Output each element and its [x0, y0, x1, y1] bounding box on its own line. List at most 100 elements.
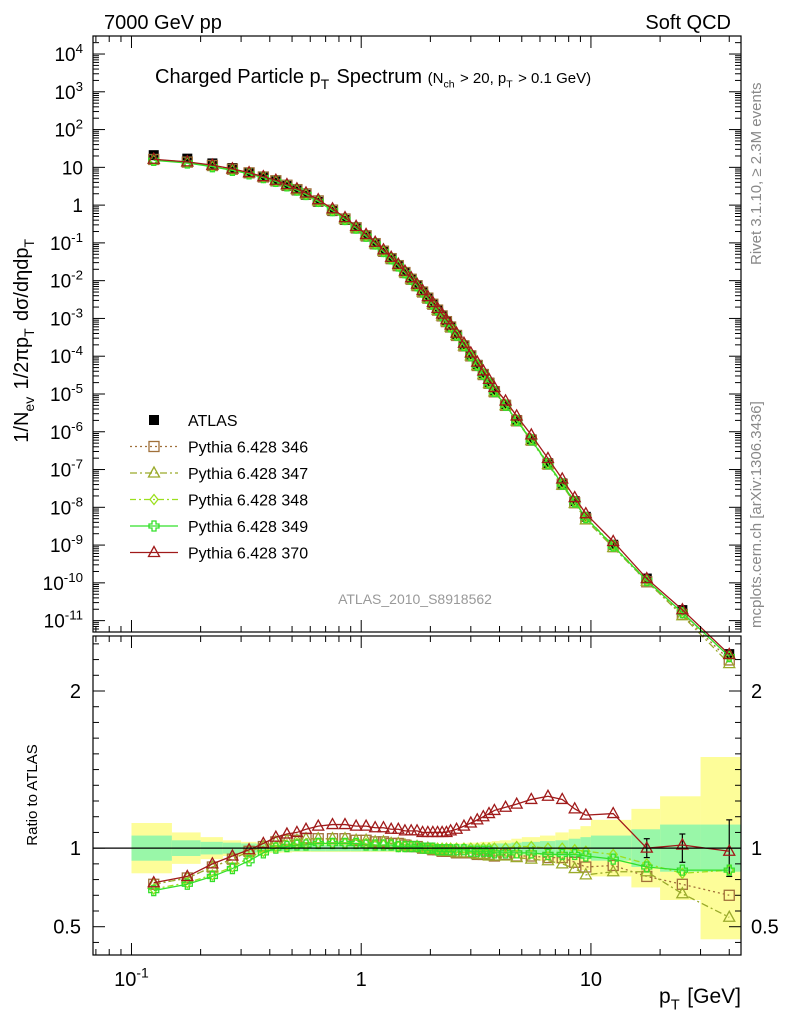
pythia-6-428-370-point	[415, 283, 430, 296]
pythia-6-428-347-ratio-point	[640, 864, 654, 877]
pythia-6-428-349-ratio-point	[723, 864, 735, 876]
pythia-6-428-370-point	[376, 242, 391, 255]
pythia-6-428-348-ratio-point	[465, 842, 476, 855]
pythia-6-428-347-ratio-point	[290, 832, 304, 845]
pythia-6-428-347-ratio-point	[510, 850, 524, 863]
ratio-tick-label: 0.5	[53, 917, 81, 939]
pythia-6-428-346-ratio-point	[723, 889, 735, 901]
pythia-6-428-370-ratio-point	[498, 799, 513, 812]
pythia-6-428-370-point	[444, 317, 458, 330]
pythia-6-428-370-point	[439, 312, 454, 325]
pythia-6-428-349-ratio-point	[360, 839, 372, 851]
legend: ATLAS Pythia 6.428 346 Pythia 6.428 347 Pyt…	[130, 413, 308, 563]
y-tick-label: 10-4	[50, 343, 83, 368]
pythia-6-428-347-ratio-point	[256, 839, 270, 852]
pythia-6-428-349-ratio-point	[377, 839, 390, 851]
legend-entry: Pythia 6.428 347	[130, 465, 308, 483]
pythia-6-428-370-point	[421, 289, 435, 302]
legend-marker	[147, 465, 161, 478]
pythia-6-428-370-ratio-point	[269, 829, 283, 842]
pythia-6-428-370-ratio-point	[541, 788, 555, 801]
pythia-6-428-347-ratio-point	[606, 864, 620, 877]
pythia-6-428-370-ratio-point	[606, 806, 620, 819]
pythia-6-428-370-ratio-point	[256, 836, 270, 849]
pythia-6-428-347-ratio-point	[359, 832, 373, 845]
ratio-tick-label: 1	[70, 838, 81, 860]
pythia-6-428-348-ratio-point	[271, 840, 281, 853]
header-right: Soft QCD	[645, 12, 731, 34]
rivet-label: Rivet 3.1.10, ≥ 2.3M events	[748, 83, 765, 266]
pythia-6-428-349-ratio-point	[243, 855, 255, 867]
pythia-6-428-348-ratio-point	[543, 842, 553, 855]
y-tick-label: 10-11	[44, 608, 83, 633]
pythia-6-428-349-ratio-point	[385, 839, 397, 851]
pythia-6-428-347-ratio-point	[541, 853, 555, 866]
pythia-6-428-349-point	[465, 350, 477, 362]
pythia-6-428-347-ratio-point	[280, 832, 294, 845]
pythia-6-428-349-ratio-point	[411, 840, 423, 853]
pythia-6-428-370-point	[349, 219, 363, 232]
ratio-y-axis-label: Ratio to ATLAS	[24, 744, 41, 845]
pythia-6-428-349-ratio-point	[511, 847, 523, 859]
pythia-6-428-349-point	[440, 315, 453, 328]
pythia-6-428-346-point	[723, 654, 735, 666]
pythia-6-428-370-point	[568, 490, 582, 503]
pythia-6-428-349-point	[676, 606, 689, 619]
pythia-6-428-349-point	[339, 213, 351, 226]
legend-entry: Pythia 6.428 349	[130, 519, 308, 536]
pythia-6-428-370-point	[205, 157, 219, 170]
header-left: 7000 GeV pp	[104, 12, 222, 34]
pythia-6-428-370-point	[675, 602, 689, 615]
ratio-tick-label-right: 0.5	[751, 917, 779, 939]
pythia-6-428-347-ratio-point	[722, 909, 736, 922]
pythia-6-428-370-point	[555, 471, 569, 484]
pythia-6-428-370-point	[180, 154, 194, 167]
pythia-6-428-347-ratio-point	[555, 856, 569, 869]
pythia-6-428-370-point	[280, 177, 294, 190]
main-series-layer	[147, 150, 736, 669]
pythia-6-428-370-point	[457, 335, 471, 348]
atlas-point	[207, 158, 218, 169]
pythia-6-428-370-ratio-point	[476, 809, 490, 822]
pythia-6-428-370-point	[404, 270, 418, 283]
pythia-6-428-370-point	[606, 534, 620, 547]
pythia-6-428-349-point	[427, 298, 439, 310]
pythia-6-428-349-ratio-point	[206, 870, 219, 883]
pythia-6-428-349-ratio-point	[226, 862, 239, 875]
pythia-6-428-349-ratio-point	[291, 839, 303, 851]
pythia-6-428-349-ratio-point	[369, 839, 381, 851]
y-tick-label: 10-1	[50, 230, 83, 255]
pythia-6-428-370-point	[325, 201, 340, 214]
legend-marker	[147, 545, 161, 558]
pythia-6-428-347-ratio-point	[299, 831, 313, 844]
pythia-6-428-349-ratio-point	[607, 853, 619, 865]
pythia-6-428-370-point	[256, 169, 270, 182]
pythia-6-428-349-ratio-point	[483, 845, 495, 857]
legend-entry: Pythia 6.428 348	[130, 493, 308, 510]
pythia-6-428-370-ratio-point	[299, 821, 313, 834]
legend-label: ATLAS	[188, 413, 238, 430]
y-axis-label: 1/Nev 1/2πpT dσ/dηdpT	[11, 239, 37, 443]
series-5	[147, 151, 736, 660]
x-axis-label: pT [GeV]	[659, 985, 741, 1013]
pythia-6-428-349-point	[450, 329, 463, 341]
pythia-6-428-370-point	[435, 306, 449, 319]
pythia-6-428-370-ratio-point	[579, 807, 593, 820]
y-tick-label: 104	[54, 41, 83, 66]
chart-title: Charged Particle pT Spectrum (Nch > 20, …	[155, 66, 591, 92]
pythia-6-428-370-point	[449, 325, 464, 338]
pythia-6-428-370-point	[524, 427, 538, 440]
pythia-6-428-370-point	[430, 301, 445, 314]
pythia-6-428-349-ratio-point	[257, 847, 269, 859]
pythia-6-428-370-ratio-point	[147, 875, 161, 888]
x-tick-label: 1	[356, 969, 367, 991]
pythia-6-428-370-point	[470, 354, 484, 367]
pythia-6-428-370-ratio-point	[359, 818, 373, 831]
pythia-6-428-370-point	[299, 185, 313, 198]
y-tick-label: 10-7	[50, 457, 83, 482]
pythia-6-428-370-ratio-point	[555, 792, 569, 805]
pythia-6-428-349-ratio-point	[556, 848, 568, 861]
pythia-6-428-370-point	[722, 647, 736, 660]
pythia-6-428-348-ratio-point	[207, 868, 218, 881]
